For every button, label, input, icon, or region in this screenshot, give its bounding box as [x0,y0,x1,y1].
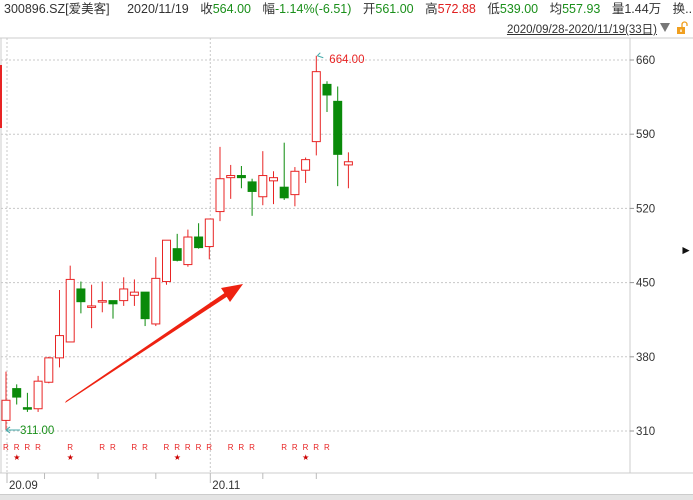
change-label: 幅 [262,2,275,16]
candle-body [183,236,193,266]
open-value: 561.00 [375,2,414,16]
r-flag: R [14,443,20,452]
r-flag: R [164,443,170,452]
low-label: 低 [487,2,500,16]
candle-body [343,161,353,166]
y-tick-label: 590 [636,129,655,141]
candle-body [226,175,236,179]
r-flag: R [249,443,255,452]
low-value: 539.00 [499,2,539,16]
dropdown-triangle-icon[interactable] [660,23,670,32]
candle-body [97,300,107,303]
candle-body [194,236,204,249]
symbol: 300896.SZ[爱美客] [4,2,110,16]
y-tick-label: 520 [636,203,655,215]
open-label: 开 [362,2,376,16]
r-flag: R [185,443,191,452]
candle-body [204,218,214,248]
candle-body [65,278,75,343]
y-tick-label: 310 [636,426,655,438]
r-flag: R [99,443,105,452]
candle-body [108,300,118,305]
change-value: -1.14%(-6.51) [274,2,352,16]
candle-body [55,335,64,359]
volume-value: 1.44万 [624,2,662,16]
turnover-label: 换... [672,2,693,16]
star-flag: ★ [13,453,20,462]
expand-right-icon[interactable]: ► [680,243,692,257]
candle-body [1,399,11,421]
high-value: 572.88 [437,2,476,16]
candle-body [311,71,321,143]
r-flag: R [174,443,180,452]
candle-body [279,186,289,199]
candle-body [247,181,257,192]
r-flag: R [24,443,30,452]
volume-label: 量 [611,2,625,16]
r-flag: R [142,443,148,452]
star-flag: ★ [174,453,181,462]
min-pointer [5,426,20,434]
r-flag: R [196,443,202,452]
r-flag: R [35,443,41,452]
y-tick-label: 660 [636,55,655,67]
annotation-arrow-shaft [65,292,228,403]
r-flag: R [324,443,330,452]
date: 2020/11/19 [127,2,189,16]
star-flag: ★ [67,453,74,462]
horizontal-scrollbar[interactable] [0,494,693,500]
r-flag: R [206,443,212,452]
candle-body [22,407,32,410]
candle-body [269,177,278,182]
candle-body [333,100,343,155]
high-label: 高 [425,2,438,16]
y-tick-label: 380 [636,352,655,364]
candle-body [87,305,97,308]
candle-body [33,380,43,410]
star-flag: ★ [302,453,309,462]
r-flag: R [281,443,287,452]
candle-body [151,277,161,325]
candle-body [236,175,246,179]
annotation-arrow-head [221,284,243,302]
r-flag: R [67,443,73,452]
r-flag: R [292,443,298,452]
candle-body [44,357,54,383]
candle-body [215,178,225,213]
candle-body [322,83,332,96]
close-label: 收 [200,2,213,16]
candle-body [258,175,268,198]
lock-icon[interactable] [676,21,688,35]
candle-body [140,291,150,320]
y-tick-label: 450 [636,278,655,290]
r-flag: R [303,443,309,452]
candle-body [162,239,171,283]
candle-body [301,159,311,171]
candle-body [12,388,22,398]
max-pointer [316,52,324,59]
date-range-selector[interactable]: 2020/09/28-2020/11/19(33日) [506,24,657,36]
avg-label: 均 [549,2,563,16]
x-tick-label: 20.09 [9,480,38,492]
r-flag: R [313,443,319,452]
x-tick-label: 20.11 [212,480,240,492]
candle-body [119,288,129,302]
candle-body [172,248,182,261]
r-flag: R [3,443,9,452]
r-flag: R [238,443,244,452]
r-flag: R [110,443,116,452]
max-price-label: 664.00 [329,54,364,66]
r-flag: R [228,443,234,452]
avg-value: 557.93 [562,2,601,16]
r-flag: R [131,443,137,452]
quote-header: 300896.SZ[爱美客] 2020/11/19 收564.00 幅-1.14… [0,0,693,19]
min-price-label: 311.00 [20,425,54,437]
candle-body [129,291,139,296]
candle-body [76,288,86,303]
close-value: 564.00 [212,2,251,16]
candle-body [290,170,300,196]
